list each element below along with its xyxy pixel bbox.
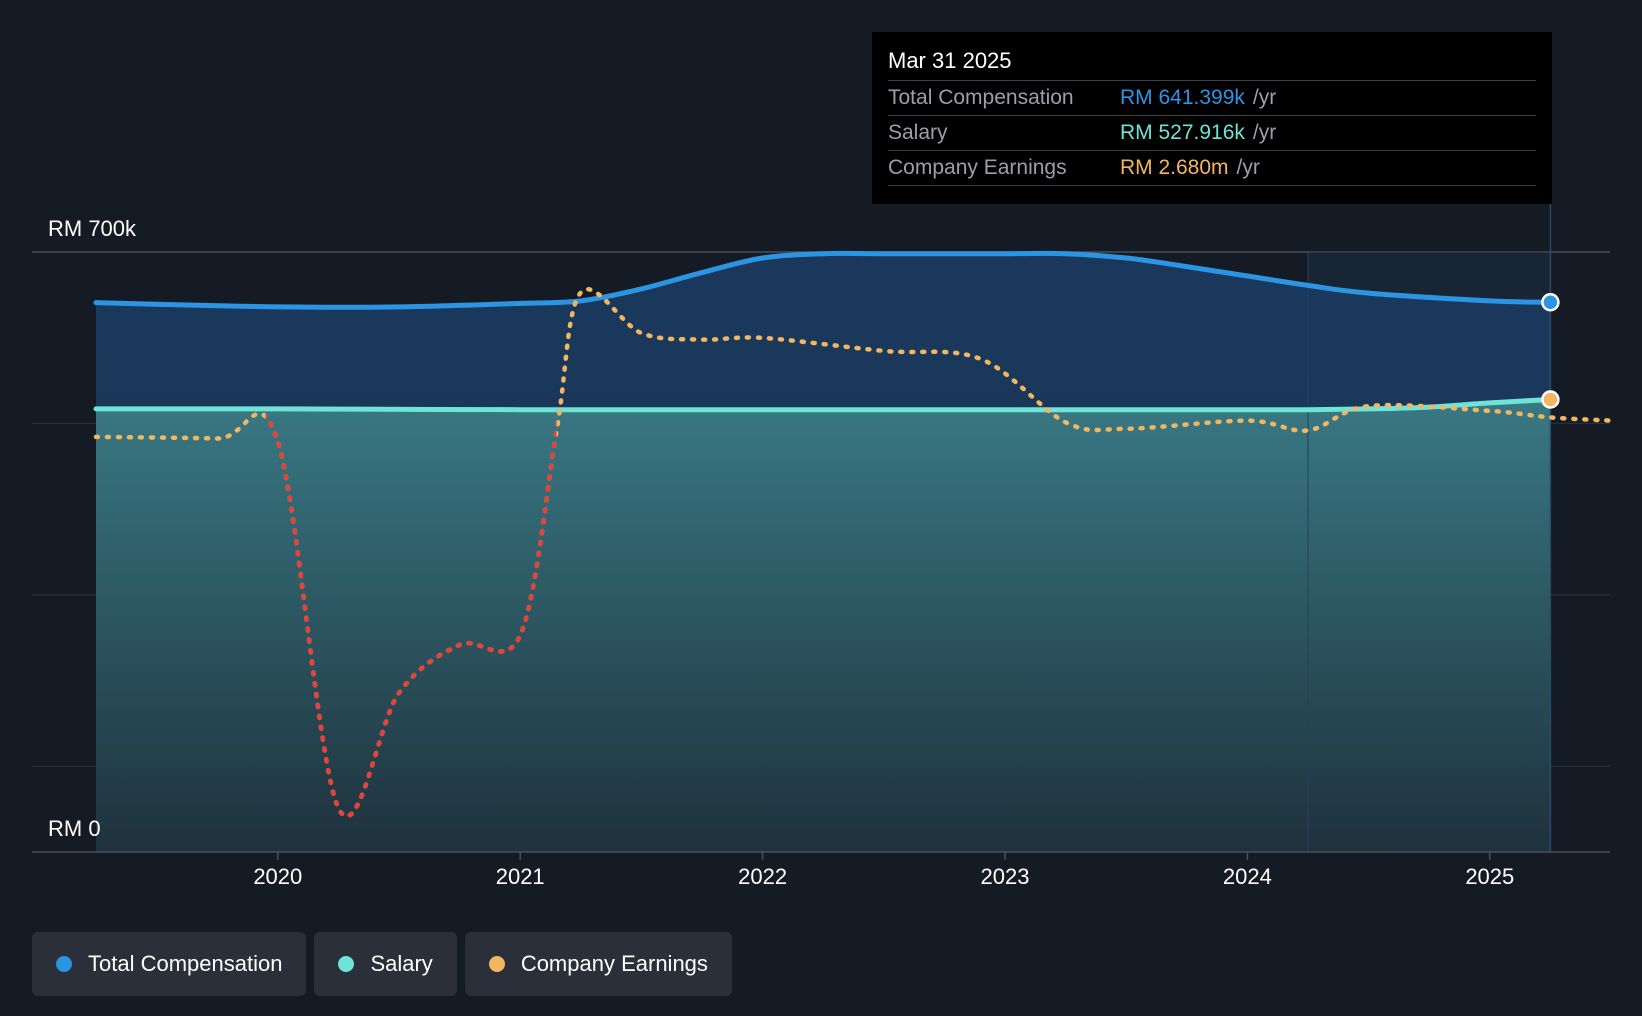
legend-label: Company Earnings: [520, 951, 708, 976]
tooltip-row-salary: Salary RM 527.916k /yr: [888, 115, 1536, 150]
legend-item-company-earnings[interactable]: Company Earnings: [464, 932, 732, 996]
x-tick-label: 2025: [1465, 864, 1514, 889]
legend-dot-icon: [338, 956, 355, 972]
legend-label: Salary: [370, 951, 433, 976]
legend-item-salary[interactable]: Salary: [314, 932, 457, 996]
company-earnings-negative-line: [265, 413, 557, 819]
tooltip-value: RM 2.680m: [1120, 156, 1229, 179]
legend: Total Compensation Salary Company Earnin…: [32, 932, 732, 996]
tooltip-label: Total Compensation: [888, 86, 1074, 109]
legend-label: Total Compensation: [88, 951, 283, 976]
x-tick-label: 2020: [253, 864, 302, 889]
legend-dot-icon: [488, 956, 505, 972]
y-tick-label-bottom: RM 0: [48, 816, 101, 841]
series-lines: [93, 250, 1614, 819]
x-tick-label: 2023: [981, 864, 1030, 889]
tooltip-label: Salary: [888, 121, 948, 144]
x-tick-label: 2021: [496, 864, 545, 889]
tooltip-label: Company Earnings: [888, 156, 1067, 179]
tooltip-unit: /yr: [1252, 121, 1277, 144]
salary-line: [93, 397, 1553, 413]
tooltip-value: RM 641.399k: [1120, 86, 1245, 109]
tooltip-row-company-earnings: Company Earnings RM 2.680m /yr: [888, 150, 1536, 186]
total-compensation-marker: [1541, 292, 1560, 312]
markers: [1541, 292, 1560, 409]
salary-area: [96, 399, 1551, 852]
tooltip-unit: /yr: [1236, 156, 1260, 179]
total-compensation-line: [93, 250, 1553, 310]
x-tick-label: 2024: [1223, 864, 1272, 889]
x-tick-label: 2022: [738, 864, 787, 889]
legend-dot-icon: [56, 956, 72, 972]
y-tick-label-top: RM 700k: [48, 216, 137, 241]
company-earnings-marker: [1541, 390, 1560, 409]
tooltip-value: RM 527.916k: [1120, 121, 1245, 144]
legend-item-total-compensation[interactable]: Total Compensation: [32, 932, 307, 996]
tooltip-row-total-compensation: Total Compensation RM 641.399k /yr: [888, 80, 1536, 115]
axes: 2020 2021 2022 2023 2024 2025 RM 700k RM 0: [32, 216, 1610, 889]
tooltip-unit: /yr: [1252, 86, 1277, 109]
area-fills: [96, 204, 1552, 852]
tooltip-date: Mar 31 2025: [888, 48, 1012, 73]
tooltip: Mar 31 2025 Total Compensation RM 641.39…: [872, 32, 1552, 204]
